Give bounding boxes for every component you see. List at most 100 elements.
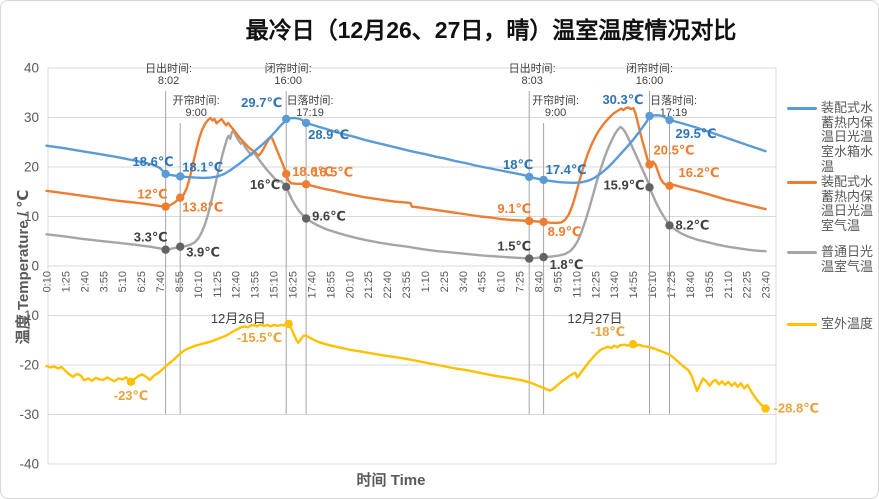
y-tick-label: -20 bbox=[19, 358, 39, 373]
event-annotation: 日出时间: bbox=[145, 61, 192, 75]
date-label: 12月27日 bbox=[568, 311, 623, 326]
legend-item-2: 普通日光温室气温 bbox=[787, 244, 878, 274]
data-marker bbox=[161, 245, 170, 254]
x-tick-label: 6:25 bbox=[136, 271, 148, 292]
data-label: 15.9℃ bbox=[603, 177, 644, 192]
x-tick-label: 21:25 bbox=[363, 271, 375, 299]
data-marker bbox=[539, 175, 548, 185]
data-label: 29.5℃ bbox=[676, 126, 717, 141]
x-tick-label: 19:55 bbox=[704, 271, 716, 299]
data-marker bbox=[645, 111, 654, 121]
x-tick-label: 6:10 bbox=[496, 271, 508, 292]
data-label: -15.5℃ bbox=[237, 330, 282, 345]
y-tick-label: 0 bbox=[31, 259, 39, 274]
data-marker bbox=[161, 202, 170, 211]
data-marker bbox=[176, 172, 185, 181]
x-tick-label: 3:55 bbox=[98, 271, 110, 292]
data-label: 29.7℃ bbox=[241, 95, 282, 110]
data-marker bbox=[176, 242, 185, 251]
x-tick-label: 12:40 bbox=[231, 271, 243, 299]
date-label: 12月26日 bbox=[211, 311, 266, 326]
event-annotation: 日落时间: bbox=[650, 94, 697, 107]
data-label: 13.8℃ bbox=[182, 200, 223, 215]
data-label: 9.6℃ bbox=[312, 209, 346, 224]
x-tick-label: 23:55 bbox=[401, 271, 413, 299]
legend-label: 普通日光温室气温 bbox=[821, 244, 874, 274]
legend-label: 装配式水蓄热内保温日光温室水箱水温 bbox=[821, 100, 874, 174]
data-label: 1.8℃ bbox=[550, 257, 584, 272]
x-tick-label: 18:40 bbox=[685, 271, 697, 299]
data-label: 9.1℃ bbox=[497, 201, 531, 216]
x-tick-label: 18:55 bbox=[325, 271, 337, 299]
data-label: 30.3℃ bbox=[602, 92, 643, 107]
data-label: 8.2℃ bbox=[676, 217, 710, 232]
data-label: 28.9℃ bbox=[308, 127, 349, 142]
data-label: 1.5℃ bbox=[497, 239, 531, 254]
y-tick-label: 30 bbox=[24, 110, 39, 125]
event-annotation: 8:03 bbox=[521, 75, 542, 87]
event-annotation: 17:19 bbox=[296, 107, 324, 119]
x-tick-label: 10:10 bbox=[193, 271, 205, 299]
x-tick-label: 22:25 bbox=[742, 271, 754, 299]
x-tick-label: 11:25 bbox=[212, 271, 224, 298]
event-annotation: 日出时间: bbox=[509, 61, 556, 75]
series-line-3 bbox=[45, 322, 767, 410]
x-tick-label: 0:10 bbox=[42, 271, 54, 292]
legend-label: 室外温度 bbox=[821, 316, 874, 331]
x-tick-label: 7:25 bbox=[515, 271, 527, 292]
x-tick-label: 9:55 bbox=[552, 271, 564, 292]
data-marker bbox=[665, 221, 674, 230]
legend-line-swatch bbox=[787, 181, 817, 184]
data-label: 8.9℃ bbox=[548, 224, 582, 239]
data-marker bbox=[161, 169, 170, 179]
legend: 装配式水蓄热内保温日光温室水箱水温 装配式水蓄热内保温日光温室气温普通日光温室气温… bbox=[787, 1, 878, 498]
event-annotation: 开帘时间: bbox=[532, 93, 579, 107]
legend-line-swatch bbox=[787, 107, 817, 110]
data-marker bbox=[645, 183, 654, 192]
event-annotation: 闭帘时间: bbox=[626, 61, 673, 75]
data-marker bbox=[282, 169, 291, 179]
x-axis-title: 时间 Time bbox=[356, 472, 426, 489]
data-label: 18.1℃ bbox=[182, 159, 223, 174]
data-label: 20.5℃ bbox=[654, 143, 695, 158]
x-tick-label: 11:10 bbox=[571, 271, 583, 298]
event-annotation: 16:00 bbox=[274, 75, 302, 87]
x-tick-label: 7:40 bbox=[155, 271, 167, 292]
data-marker bbox=[525, 172, 534, 182]
data-marker bbox=[539, 252, 548, 262]
data-marker bbox=[301, 180, 311, 189]
x-tick-label: 21:10 bbox=[723, 271, 735, 299]
x-tick-label: 17:25 bbox=[666, 271, 678, 299]
data-label: -23℃ bbox=[114, 388, 149, 403]
legend-line-swatch bbox=[787, 323, 817, 326]
x-tick-label: 4:55 bbox=[477, 271, 489, 292]
event-annotation: 8:02 bbox=[158, 75, 179, 87]
data-marker bbox=[176, 193, 185, 202]
chart-title: 最冷日（12月26、27日，晴）温室温度情况对比 bbox=[245, 17, 737, 43]
data-label: 18℃ bbox=[503, 157, 533, 172]
data-label: 16℃ bbox=[250, 177, 280, 192]
x-tick-label: 15:10 bbox=[269, 271, 281, 299]
data-marker bbox=[628, 340, 638, 349]
event-annotation: 闭帘时间: bbox=[265, 61, 312, 75]
legend-item-0: 装配式水蓄热内保温日光温室水箱水温 bbox=[787, 100, 878, 174]
y-tick-label: -40 bbox=[19, 457, 39, 472]
data-label: 16.2℃ bbox=[679, 165, 720, 180]
data-label: 3.3℃ bbox=[134, 230, 168, 245]
x-tick-label: 23:40 bbox=[761, 271, 773, 299]
legend-label: 装配式水蓄热内保温日光温室气温 bbox=[821, 174, 874, 234]
data-marker bbox=[539, 217, 548, 227]
y-tick-label: 10 bbox=[24, 209, 39, 224]
data-marker bbox=[665, 181, 674, 190]
data-marker bbox=[284, 319, 293, 329]
x-tick-label: 3:40 bbox=[458, 271, 470, 292]
series-line-1 bbox=[45, 106, 767, 225]
y-tick-label: 20 bbox=[24, 160, 39, 175]
legend-line-swatch bbox=[787, 251, 817, 254]
x-tick-label: 16:10 bbox=[647, 271, 659, 299]
x-tick-label: 22:40 bbox=[382, 271, 394, 299]
data-marker bbox=[645, 160, 654, 169]
event-annotation: 9:00 bbox=[545, 107, 566, 119]
